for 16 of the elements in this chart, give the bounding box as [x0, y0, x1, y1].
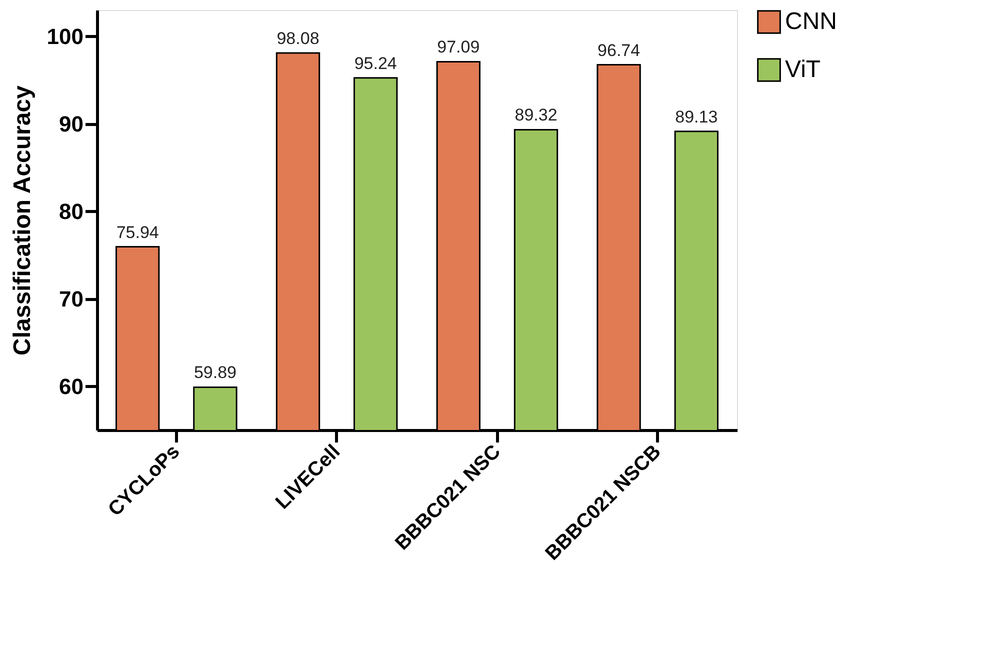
y-tick-label: 70 — [59, 286, 84, 312]
data-label: 59.89 — [194, 363, 236, 382]
y-tick-label: 90 — [59, 111, 84, 136]
data-label: 89.13 — [675, 107, 718, 126]
y-tick-label: 80 — [59, 198, 84, 224]
data-label: 96.74 — [598, 40, 640, 60]
data-label: 97.09 — [437, 38, 480, 57]
legend-label: ViT — [785, 56, 821, 83]
y-tick-label: 60 — [59, 374, 84, 399]
y-tick-label: 100 — [46, 24, 84, 49]
data-label: 89.32 — [514, 106, 558, 125]
legend-label: CNN — [785, 8, 837, 35]
y-axis-title: Classification Accuracy — [8, 84, 36, 356]
data-label: 98.08 — [276, 29, 320, 48]
data-label: 75.94 — [116, 222, 159, 242]
data-label: 95.24 — [354, 54, 397, 73]
